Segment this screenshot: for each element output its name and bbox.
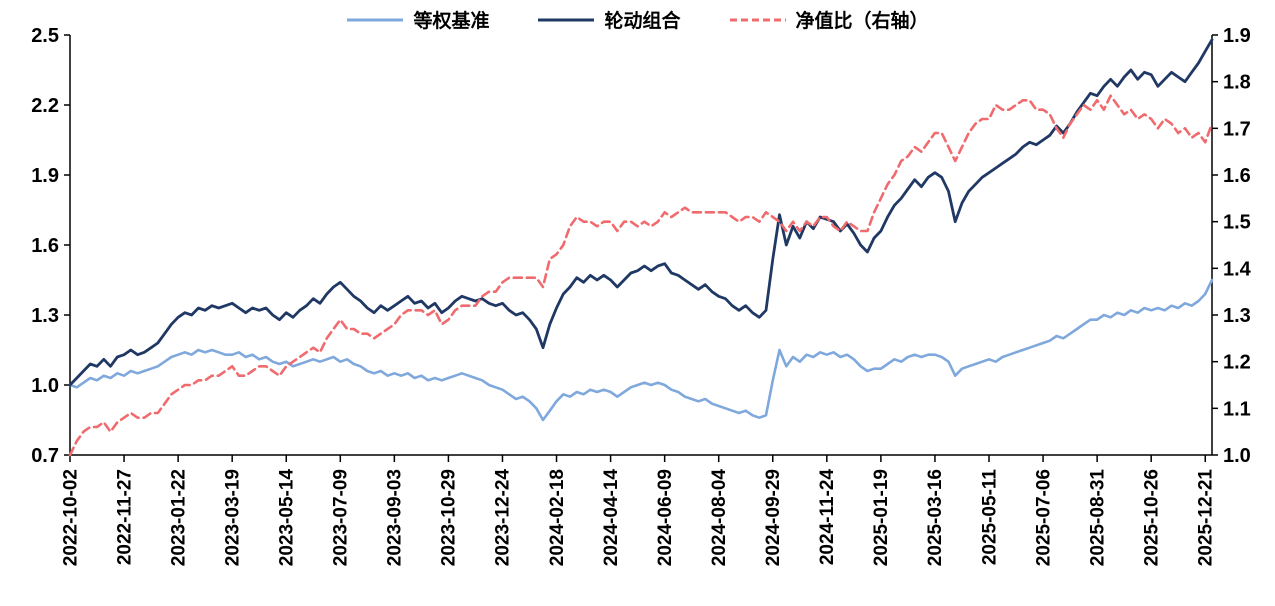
y-right-tick-label: 1.8 [1223,72,1251,94]
y-right-tick-label: 1.5 [1223,212,1251,234]
y-right-tick-label: 1.3 [1223,305,1251,327]
y-left-tick-label: 1.0 [31,375,59,397]
x-tick-label: 2024-04-14 [601,469,622,567]
legend-item-rotation-portfolio: 轮动组合 [537,6,681,33]
x-tick-label: 2022-10-02 [60,469,81,566]
y-right-tick-label: 1.0 [1223,445,1251,467]
y-left-tick-label: 0.7 [31,445,59,467]
y-right-tick-label: 1.9 [1223,25,1251,47]
y-left-tick-label: 1.6 [31,235,59,257]
y-right-tick-label: 1.2 [1223,352,1251,374]
x-tick-label: 2024-09-29 [763,469,784,566]
x-tick-label: 2024-11-24 [817,469,838,566]
x-tick-label: 2024-06-09 [655,469,676,566]
x-tick-label: 2025-01-19 [871,469,892,566]
y-left-tick-label: 2.5 [31,25,59,47]
x-tick-label: 2023-12-24 [493,469,514,567]
y-right-tick-label: 1.1 [1223,398,1251,420]
x-tick-label: 2025-12-21 [1196,469,1217,567]
x-tick-label: 2024-08-04 [709,469,730,567]
x-tick-label: 2023-03-19 [222,469,243,566]
x-tick-label: 2022-11-27 [114,469,135,565]
x-tick-label: 2023-01-22 [168,469,189,566]
x-tick-label: 2025-10-26 [1141,469,1162,566]
y-left-tick-label: 1.3 [31,305,59,327]
x-tick-label: 2023-09-03 [385,469,406,566]
y-left-tick-label: 1.9 [31,165,59,187]
legend-label-nav-ratio: 净值比（右轴） [795,11,929,32]
legend-label-benchmark: 等权基准 [413,11,490,32]
x-tick-label: 2025-07-06 [1033,469,1054,566]
legend-item-nav-ratio: 净值比（右轴） [729,6,929,33]
y-right-tick-label: 1.4 [1223,258,1252,280]
rotation-line-swatch [538,18,595,21]
series-line-rotation-portfolio [68,38,1214,387]
legend-label-rotation: 轮动组合 [604,11,681,32]
legend-item-equal-weight-benchmark: 等权基准 [346,6,489,33]
series-line-equal-weight-benchmark [68,278,1214,422]
x-tick-label: 2025-08-31 [1087,469,1108,567]
benchmark-line-swatch [347,18,404,21]
nav-ratio-line-swatch [729,18,786,21]
chart-legend: 等权基准 轮动组合 净值比（右轴） [0,6,1275,33]
x-tick-label: 2023-05-14 [277,469,298,567]
x-tick-label: 2023-07-09 [331,469,352,566]
y-left-tick-label: 2.2 [31,95,59,117]
x-tick-label: 2023-10-29 [439,469,460,566]
y-right-tick-label: 1.6 [1223,165,1251,187]
x-tick-label: 2025-03-16 [925,469,946,566]
x-tick-label: 2024-02-18 [547,469,568,566]
series-line-nav-ratio-right-axis [68,94,1214,457]
y-right-tick-label: 1.7 [1223,118,1251,140]
x-tick-label: 2025-05-11 [979,469,1000,566]
